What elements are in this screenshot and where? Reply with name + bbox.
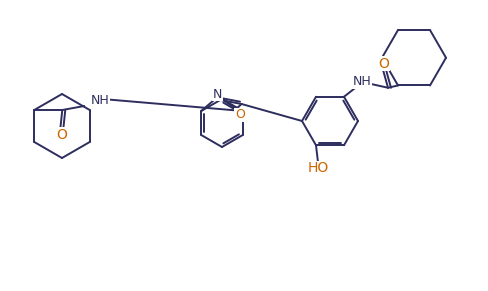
Text: NH: NH (353, 75, 371, 88)
Text: O: O (56, 128, 67, 142)
Text: HO: HO (307, 161, 328, 175)
Text: O: O (235, 109, 245, 122)
Text: NH: NH (90, 95, 109, 107)
Text: O: O (379, 57, 389, 71)
Text: N: N (213, 88, 222, 100)
